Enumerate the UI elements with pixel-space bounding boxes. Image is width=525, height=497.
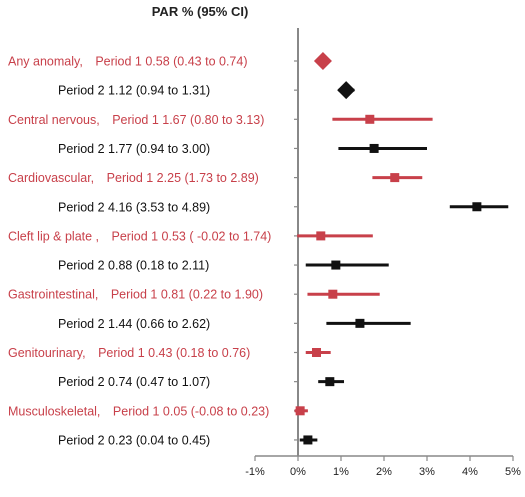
period-value: Period 1 0.53 ( -0.02 to 1.74) <box>99 229 271 243</box>
x-tick-label: 4% <box>462 466 478 478</box>
group-name: Cardiovascular, <box>8 171 94 185</box>
x-axis: -1% 0% 1% 2% 3% 4% 5% <box>245 28 521 478</box>
point-estimate <box>316 231 326 241</box>
point-estimate-diamond <box>313 52 332 70</box>
point-estimate <box>295 406 305 416</box>
point-estimate <box>331 260 341 270</box>
group-label-period1: Cardiovascular, Period 1 2.25 (1.73 to 2… <box>8 171 259 185</box>
group-label-period2: Period 2 1.12 (0.94 to 1.31) <box>58 84 210 98</box>
group-label-period2: Period 2 1.77 (0.94 to 3.00) <box>58 142 210 156</box>
group-name: Central nervous, <box>8 113 100 127</box>
x-tick-label: 3% <box>419 466 435 478</box>
group-label-period1: Any anomaly, Period 1 0.58 (0.43 to 0.74… <box>8 55 248 69</box>
point-estimate <box>369 143 379 153</box>
x-tick-label: -1% <box>245 466 265 478</box>
group-label-period1: Musculoskeletal, Period 1 0.05 (-0.08 to… <box>8 404 269 418</box>
group-name: Musculoskeletal, <box>8 404 100 418</box>
period-value: Period 1 0.05 (-0.08 to 0.23) <box>100 404 269 418</box>
group-name: Any anomaly, <box>8 55 83 69</box>
x-tick-label: 5% <box>505 466 521 478</box>
group-label-period1: Genitourinary, Period 1 0.43 (0.18 to 0.… <box>8 346 250 360</box>
group-name: Cleft lip & plate , <box>8 229 99 243</box>
period-value: Period 1 0.81 (0.22 to 1.90) <box>98 288 263 302</box>
point-estimate <box>303 435 313 445</box>
group-name: Gastrointestinal, <box>8 288 98 302</box>
point-estimate <box>365 114 375 124</box>
period-value: Period 1 2.25 (1.73 to 2.89) <box>94 171 259 185</box>
group-label-period2: Period 2 0.23 (0.04 to 0.45) <box>58 433 210 447</box>
group-label-period1: Central nervous, Period 1 1.67 (0.80 to … <box>8 113 264 127</box>
group-label-period2: Period 2 0.88 (0.18 to 2.11) <box>58 259 209 273</box>
point-estimate <box>355 318 365 328</box>
x-tick-label: 1% <box>333 466 349 478</box>
group-label-period1: Gastrointestinal, Period 1 0.81 (0.22 to… <box>8 288 263 302</box>
group-name: Genitourinary, <box>8 346 86 360</box>
group-label-period2: Period 2 4.16 (3.53 to 4.89) <box>58 200 210 214</box>
group-label-period2: Period 2 1.44 (0.66 to 2.62) <box>58 317 210 331</box>
period-value: Period 1 0.58 (0.43 to 0.74) <box>83 55 248 69</box>
group-label-period2: Period 2 0.74 (0.47 to 1.07) <box>58 375 210 389</box>
x-tick-label: 2% <box>376 466 392 478</box>
point-estimate <box>311 348 321 357</box>
point-estimate <box>472 202 482 212</box>
group-label-period1: Cleft lip & plate , Period 1 0.53 ( -0.0… <box>8 229 271 243</box>
period-value: Period 1 0.43 (0.18 to 0.76) <box>86 346 251 360</box>
point-estimate <box>325 377 335 387</box>
period-value: Period 1 1.67 (0.80 to 3.13) <box>100 113 265 127</box>
point-estimate <box>328 289 338 299</box>
chart-title: PAR % (95% CI) <box>152 4 249 19</box>
point-estimate <box>390 173 400 183</box>
point-estimate-diamond <box>337 81 356 100</box>
row-labels: Any anomaly, Period 1 0.58 (0.43 to 0.74… <box>8 55 271 448</box>
x-tick-label: 0% <box>290 466 306 478</box>
estimates <box>294 52 509 445</box>
